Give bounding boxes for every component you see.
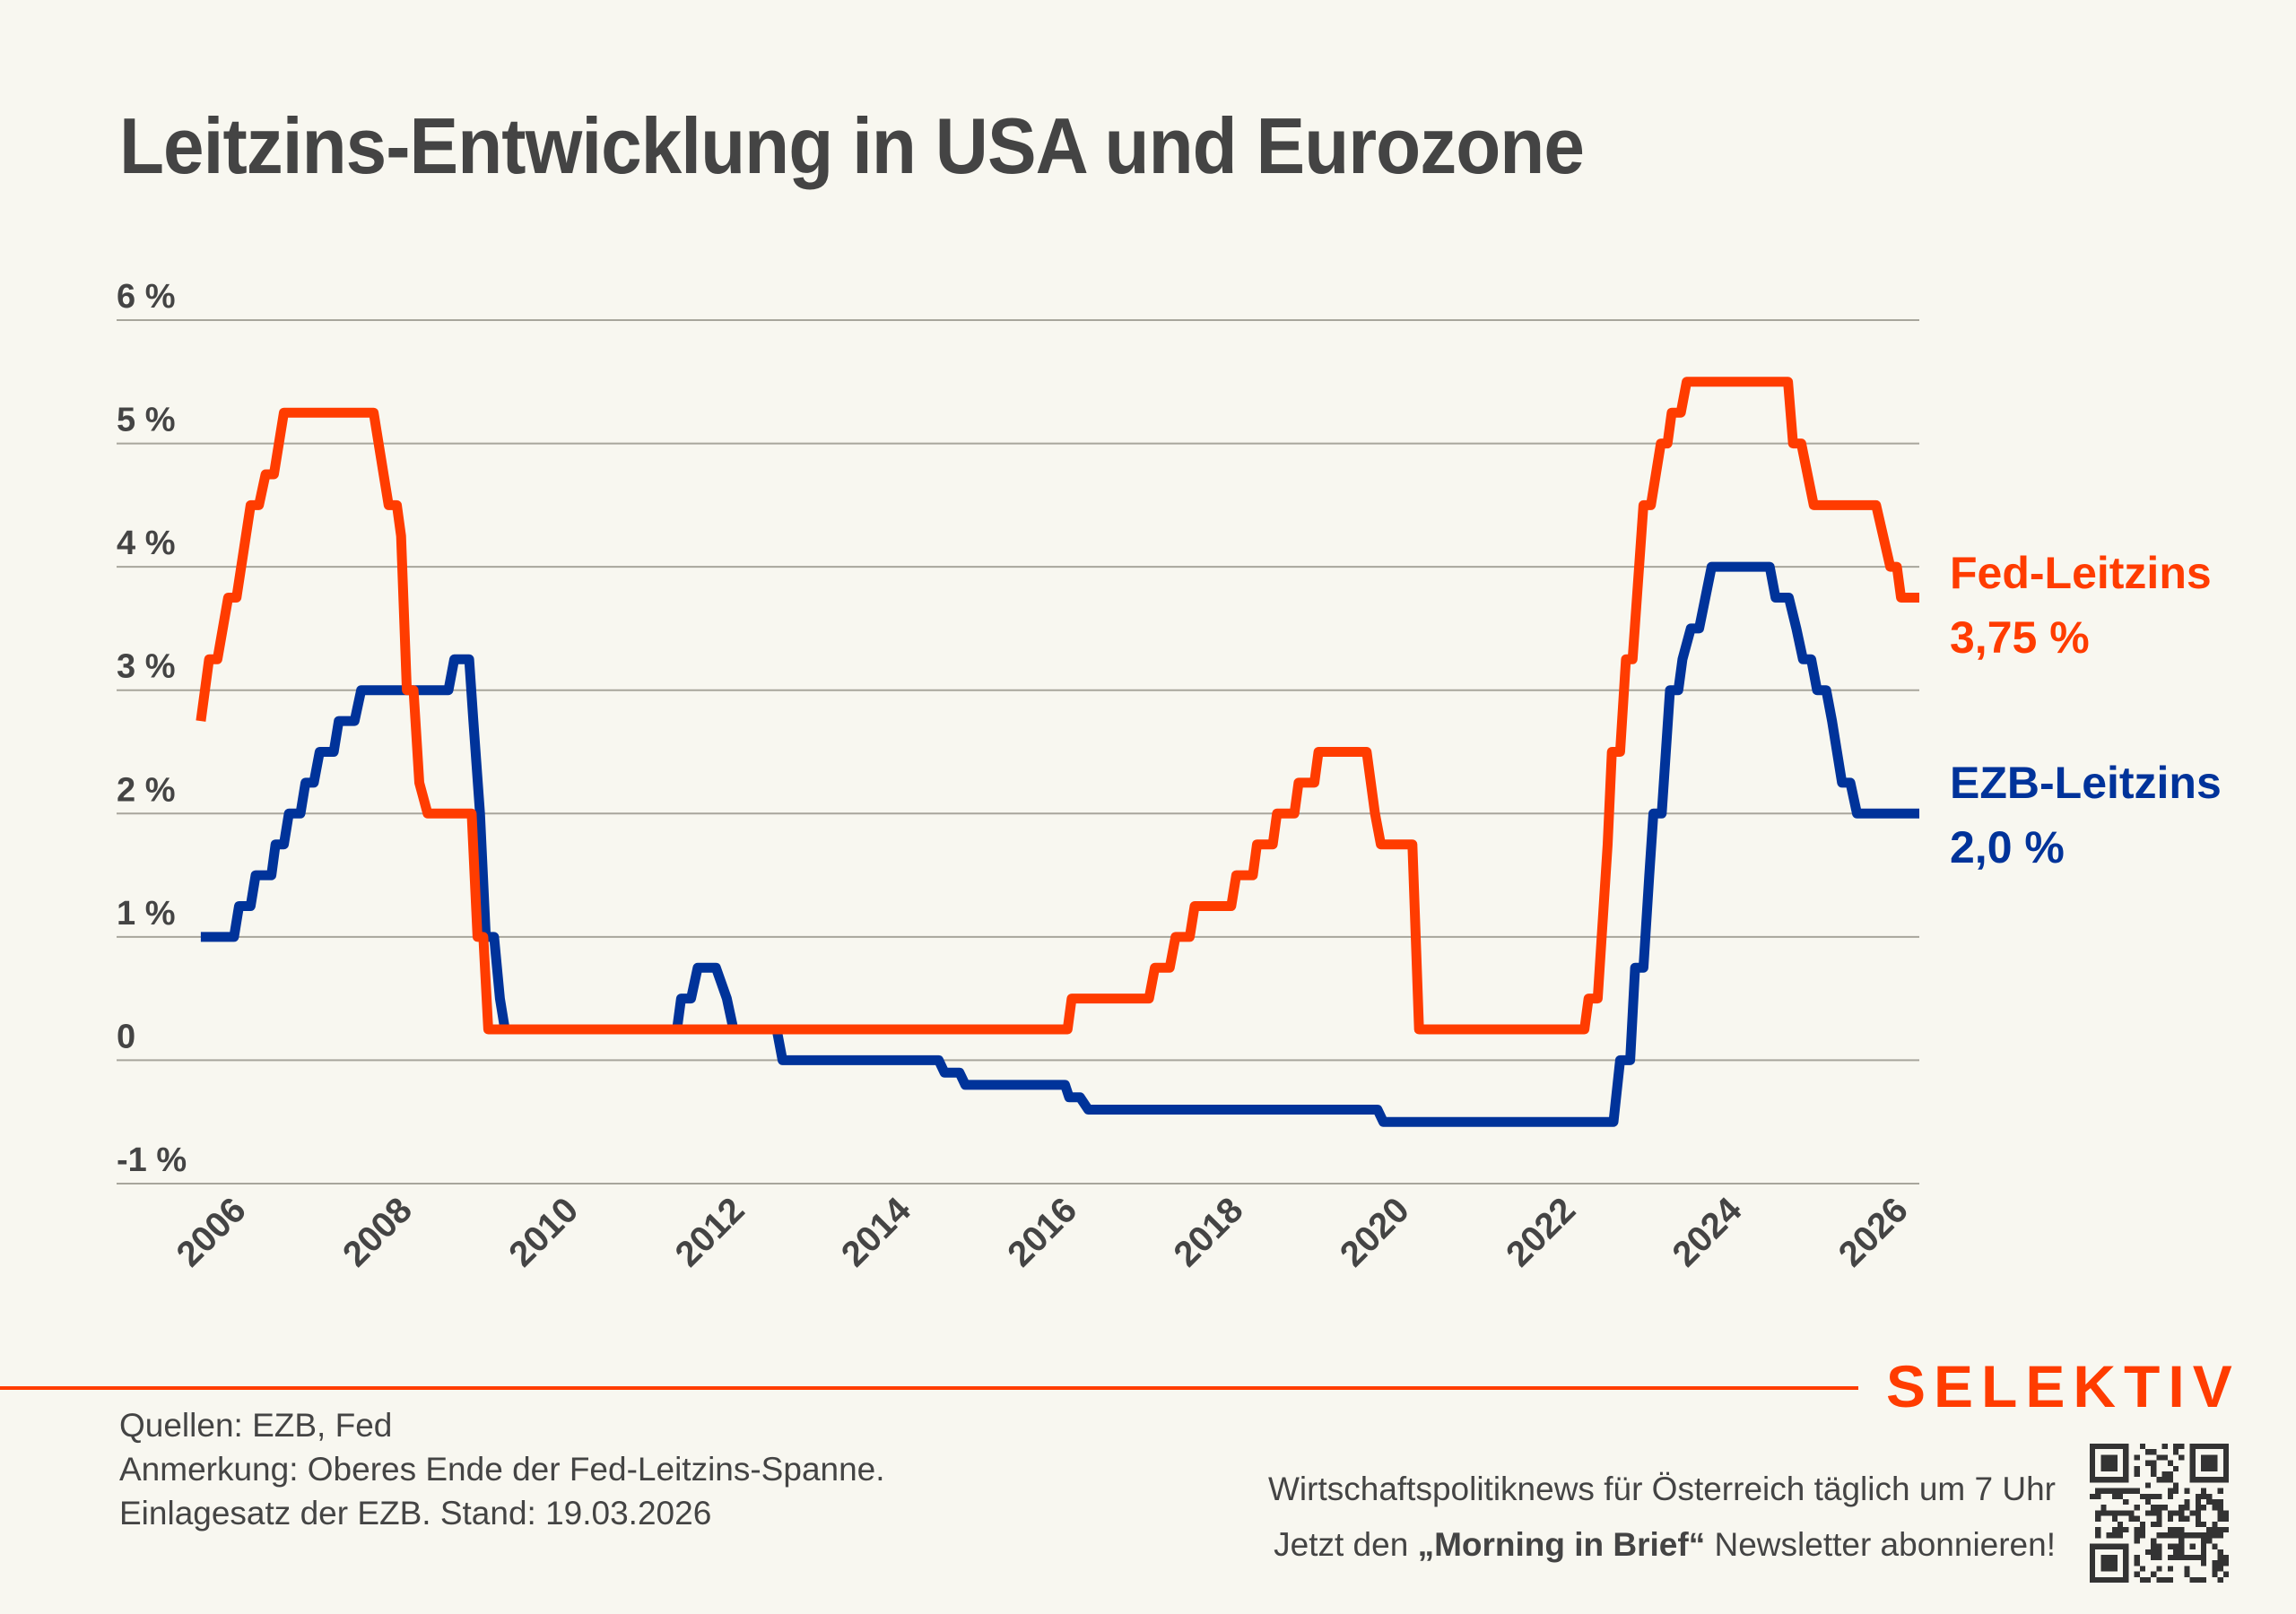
note-sources: Quellen: EZB, Fed xyxy=(119,1407,393,1444)
fed-series-name: Fed-Leitzins xyxy=(1950,548,2212,598)
x-axis-ticks: 2006 2008 2010 2012 2014 2016 2018 2020 2022 2024… xyxy=(170,1190,1916,1275)
x-tick-label: 2022 xyxy=(1499,1190,1583,1274)
y-tick-label: -1 % xyxy=(117,1141,187,1179)
ezb-end-label: EZB-Leitzins 2,0 % xyxy=(1950,751,2222,880)
source-notes: Quellen: EZB, Fed Anmerkung: Oberes Ende… xyxy=(119,1403,885,1535)
x-tick-label: 2010 xyxy=(501,1190,586,1274)
x-tick-label: 2006 xyxy=(170,1190,254,1274)
x-tick-label: 2026 xyxy=(1831,1190,1916,1274)
gridlines xyxy=(117,319,1919,1184)
newsletter-name[interactable]: „Morning in Brief“ xyxy=(1417,1526,1706,1563)
y-tick-label: 2 % xyxy=(117,771,175,809)
x-tick-label: 2012 xyxy=(668,1190,752,1274)
y-tick-label: 5 % xyxy=(117,402,175,439)
footer-divider xyxy=(0,1386,1858,1390)
y-tick-label: 1 % xyxy=(117,895,175,933)
series-line-ezb-leitzins xyxy=(200,561,1919,1127)
series-line-fed-leitzins xyxy=(196,377,1919,1035)
y-tick-label: 6 % xyxy=(117,278,175,316)
brand-logo[interactable]: SELEKTIV xyxy=(1886,1353,2240,1419)
ezb-series-name: EZB-Leitzins xyxy=(1950,758,2222,808)
x-tick-label: 2024 xyxy=(1665,1190,1750,1275)
y-tick-label: 4 % xyxy=(117,525,175,562)
note-date: Einlagesatz der EZB. Stand: 19.03.2026 xyxy=(119,1495,712,1532)
promo-line-2[interactable]: Jetzt den „Morning in Brief“ Newsletter … xyxy=(1268,1517,2056,1573)
x-tick-label: 2014 xyxy=(834,1190,919,1275)
promo-line-1: Wirtschaftspolitiknews für Österreich tä… xyxy=(1268,1471,2056,1507)
y-tick-label: 0 xyxy=(117,1018,135,1055)
x-tick-label: 2016 xyxy=(1000,1190,1084,1274)
y-tick-label: 3 % xyxy=(117,648,175,686)
y-axis-ticks: 6 % 5 % 4 % 3 % 2 % 1 % 0 -1 % xyxy=(117,278,187,1179)
promo-prefix: Jetzt den xyxy=(1274,1526,1418,1563)
line-chart: 6 % 5 % 4 % 3 % 2 % 1 % 0 -1 % 2006 2008 2010 2012… xyxy=(117,278,1919,1275)
promo-suffix: Newsletter abonnieren! xyxy=(1705,1526,2056,1563)
series-lines xyxy=(196,377,1919,1127)
x-tick-label: 2018 xyxy=(1167,1190,1251,1274)
fed-end-label: Fed-Leitzins 3,75 % xyxy=(1950,541,2212,670)
fed-current-value: 3,75 % xyxy=(1950,612,2090,663)
note-remark: Anmerkung: Oberes Ende der Fed-Leitzins-… xyxy=(119,1451,885,1488)
chart-title: Leitzins-Entwicklung in USA und Eurozone xyxy=(119,101,1585,190)
x-tick-label: 2020 xyxy=(1333,1190,1417,1274)
ezb-current-value: 2,0 % xyxy=(1950,822,2065,872)
qr-code-icon[interactable] xyxy=(2090,1444,2229,1583)
x-tick-label: 2008 xyxy=(335,1190,420,1274)
newsletter-promo: Wirtschaftspolitiknews für Österreich tä… xyxy=(1268,1462,2056,1573)
